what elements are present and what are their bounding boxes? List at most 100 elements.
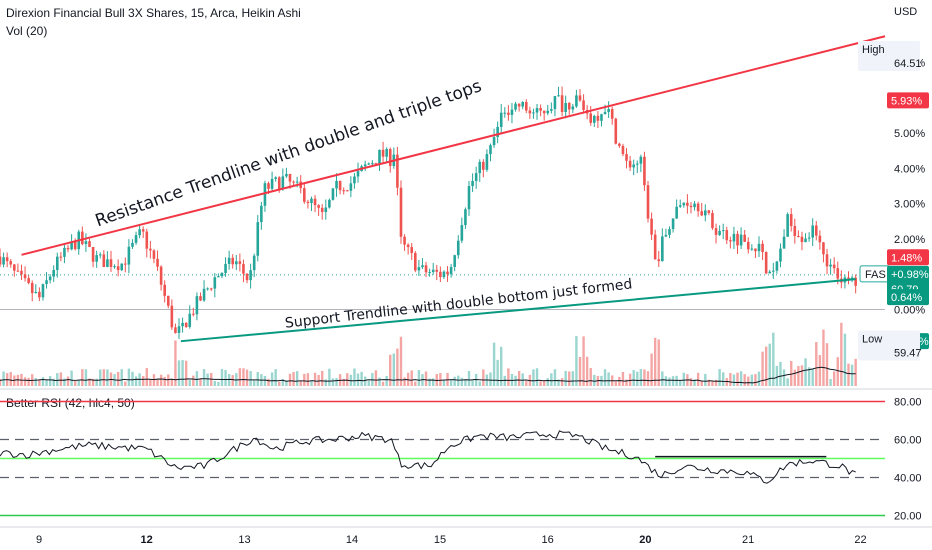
volume-bar: [0, 379, 2, 386]
volume-bar: [167, 374, 170, 386]
volume-bar: [603, 369, 607, 386]
candle-body: [721, 230, 725, 232]
volume-bar: [256, 372, 259, 386]
candle-body: [349, 183, 353, 191]
time-tick-label: 21: [742, 534, 754, 546]
candle-body: [356, 171, 360, 177]
candle-body: [20, 270, 23, 275]
volume-bar: [306, 373, 310, 386]
volume-bar: [693, 379, 696, 386]
volume-bar: [220, 369, 224, 386]
volume-bar: [403, 377, 406, 386]
volume-bar: [621, 371, 625, 386]
volume-bar: [181, 360, 184, 386]
volume-bar: [679, 380, 682, 386]
candle-body: [0, 256, 2, 265]
candle-body: [27, 278, 30, 283]
candle-body: [41, 284, 45, 298]
volume-bar: [707, 379, 711, 386]
candle-body: [714, 228, 718, 235]
candle-body: [245, 273, 249, 281]
volume-bar: [782, 369, 786, 386]
candle-body: [825, 254, 829, 267]
volume-bar: [593, 374, 596, 386]
volume-bar: [59, 372, 63, 386]
volume-bar: [639, 369, 643, 386]
volume-bar: [668, 377, 671, 386]
candle-body: [739, 234, 743, 246]
candle-body: [453, 255, 456, 267]
volume-bar: [399, 336, 403, 386]
volume-bar: [163, 376, 166, 386]
volume-bar: [73, 380, 77, 386]
candle-body: [557, 95, 560, 97]
volume-bar: [718, 369, 721, 386]
time-tick-label: 22: [854, 534, 866, 546]
candle-body: [628, 160, 632, 168]
volume-bar: [317, 374, 320, 386]
candle-body: [507, 112, 510, 115]
volume-bar: [321, 370, 324, 386]
volume-bar: [732, 374, 736, 386]
candle-body: [59, 256, 63, 258]
candle-body: [768, 271, 772, 274]
support-trendline[interactable]: [180, 278, 856, 343]
volume-bar: [743, 374, 746, 386]
candle-body: [195, 296, 199, 315]
volume-bar: [432, 378, 435, 386]
candle-body: [575, 95, 578, 107]
candle-body: [514, 103, 517, 110]
candle-body: [234, 261, 238, 265]
candle-body: [48, 276, 52, 281]
candle-body: [696, 203, 700, 212]
price-badge-value: 1.48%: [891, 252, 922, 264]
candle-body: [736, 233, 739, 246]
candle-body: [213, 277, 217, 289]
candle-body: [822, 242, 825, 255]
candle-body: [668, 229, 671, 235]
candle-body: [417, 267, 421, 271]
volume-bar: [360, 371, 363, 386]
candle-body: [102, 254, 106, 268]
volume-bar: [747, 376, 750, 386]
candle-body: [152, 250, 156, 259]
candle-body: [378, 149, 381, 165]
candle-body: [757, 243, 761, 252]
candle-body: [38, 291, 41, 298]
candle-body: [374, 163, 378, 165]
candle-body: [206, 288, 209, 290]
volume-bar: [790, 360, 793, 386]
badge-bg: [858, 41, 920, 72]
candle-body: [761, 243, 764, 253]
volume-bar: [245, 369, 249, 386]
volume-bar: [750, 374, 754, 386]
candle-body: [718, 230, 721, 235]
candle-body: [303, 188, 306, 202]
volume-bar: [353, 368, 356, 386]
candle-body: [693, 203, 696, 208]
volume-bar: [503, 375, 507, 386]
candle-body: [703, 210, 707, 216]
candle-body: [524, 101, 528, 111]
candle-body: [295, 181, 299, 183]
volume-bar: [63, 378, 66, 386]
volume-bar: [206, 373, 209, 386]
candle-body: [456, 240, 460, 256]
volume-bar: [811, 368, 814, 386]
candle-body: [367, 163, 371, 165]
candle-body: [141, 229, 145, 232]
volume-bar: [363, 376, 367, 386]
candle-body: [439, 271, 442, 278]
volume-bar: [77, 379, 80, 386]
candle-body: [342, 190, 345, 192]
volume-bar: [632, 370, 635, 386]
candle-body: [657, 259, 661, 262]
volume-bar: [184, 360, 188, 386]
candle-body: [174, 327, 177, 333]
rsi-levels: [0, 400, 885, 517]
candle-body: [614, 118, 618, 144]
trendlines[interactable]: [21, 35, 886, 343]
resistance-trendline[interactable]: [21, 35, 886, 256]
volume-bar: [840, 322, 843, 386]
